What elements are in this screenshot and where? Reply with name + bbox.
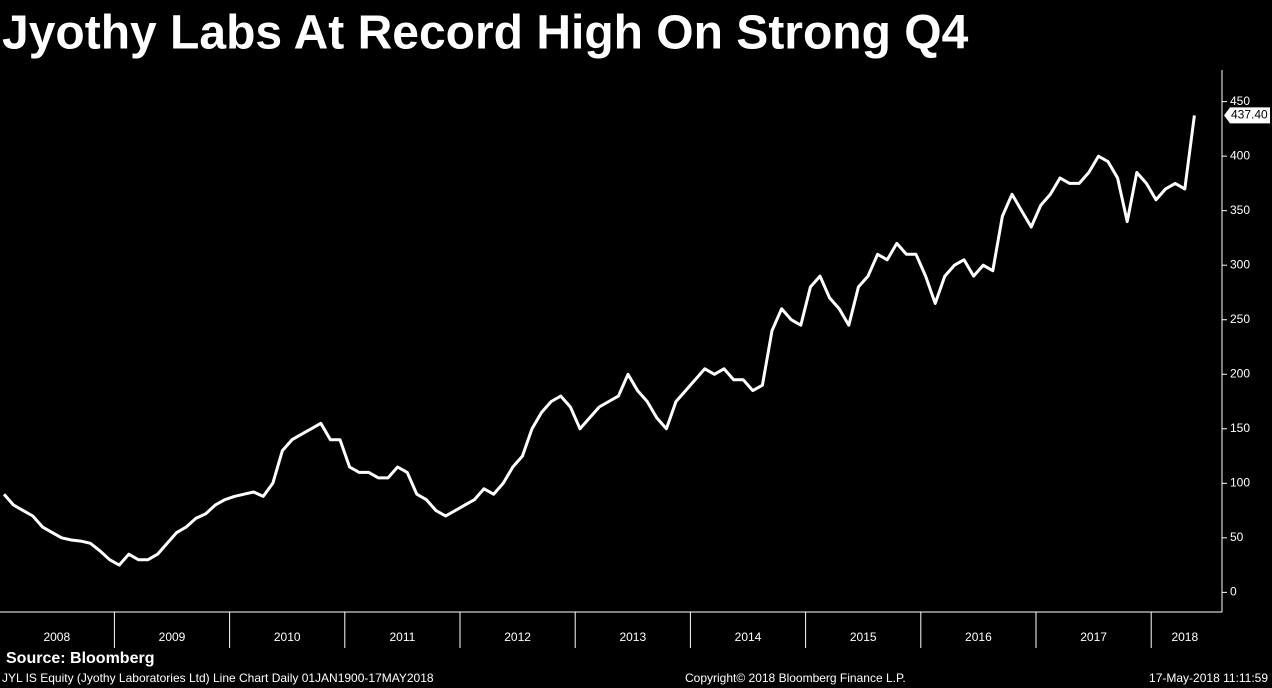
- chart-title: Jyothy Labs At Record High On Strong Q4: [2, 7, 969, 60]
- y-tick-label: 250: [1230, 312, 1250, 326]
- y-tick-label: 200: [1230, 366, 1250, 380]
- y-tick-label: 450: [1230, 94, 1250, 108]
- x-tick-label: 2009: [159, 630, 186, 644]
- x-tick-label: 2008: [43, 630, 70, 644]
- x-tick-label: 2013: [619, 630, 646, 644]
- x-tick-label: 2015: [850, 630, 877, 644]
- y-tick-label: 150: [1230, 421, 1250, 435]
- y-tick-label: 100: [1230, 475, 1250, 489]
- y-tick-label: 0: [1230, 585, 1237, 599]
- y-tick-label: 50: [1230, 530, 1244, 544]
- x-tick-label: 2010: [274, 630, 301, 644]
- value-label-box: [1224, 107, 1270, 124]
- timestamp: 17-May-2018 11:11:59: [1149, 671, 1268, 685]
- copyright: Copyright© 2018 Bloomberg Finance L.P.: [685, 671, 906, 685]
- x-tick-label: 2016: [965, 630, 992, 644]
- source: Source: Bloomberg: [6, 650, 154, 667]
- x-tick-label: 2012: [504, 630, 531, 644]
- value-label: 437.40: [1231, 108, 1268, 122]
- description: JYL IS Equity (Jyothy Laboratories Ltd) …: [2, 671, 434, 685]
- x-tick-label: 2018: [1171, 630, 1198, 644]
- price-line: [2, 115, 1196, 567]
- x-tick-label: 2011: [389, 630, 415, 644]
- y-tick-label: 300: [1230, 257, 1250, 271]
- x-tick-label: 2014: [735, 630, 762, 644]
- y-tick-label: 350: [1230, 203, 1250, 217]
- y-tick-label: 400: [1230, 148, 1250, 162]
- x-tick-label: 2017: [1080, 630, 1107, 644]
